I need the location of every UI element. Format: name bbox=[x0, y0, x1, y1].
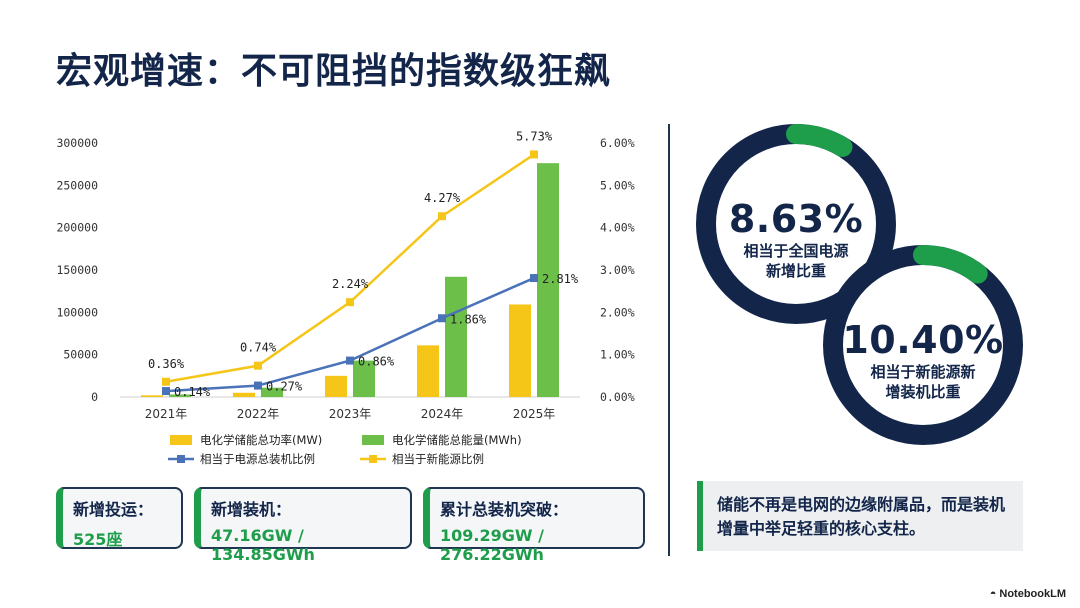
ring-progress bbox=[823, 245, 1023, 445]
ring-gauge bbox=[823, 245, 1023, 445]
stat-value: 525座 bbox=[73, 530, 123, 549]
ring-caption-line2: 增装机比重 bbox=[885, 383, 961, 401]
stat-value: 109.29GW / 276.22GWh bbox=[440, 526, 544, 564]
bar-power bbox=[417, 345, 439, 397]
legend-marker bbox=[369, 455, 377, 463]
series-marker bbox=[254, 381, 262, 390]
bar-power bbox=[233, 392, 255, 397]
stat-card-new-capacity: 新增装机： 47.16GW / 134.85GWh bbox=[194, 487, 412, 564]
right-axis-tick-label: 0.00% bbox=[600, 390, 635, 404]
left-axis-tick-label: 0 bbox=[91, 390, 98, 404]
series-marker bbox=[254, 361, 262, 370]
chart-legend: 电化学储能总功率(MW) 电化学储能总能量(MWh) 相当于电源总装机比例 相当于新能… bbox=[168, 433, 522, 466]
x-axis-category-label: 2022年 bbox=[237, 407, 280, 421]
left-axis-tick-label: 100000 bbox=[56, 305, 98, 319]
legend-label: 电化学储能总能量(MWh) bbox=[392, 433, 522, 447]
bar-energy bbox=[537, 163, 559, 397]
chart-data-labels: 0.14% 0.27% 0.86% 1.86% 2.81% 0.36% 0.74% 2.24%… bbox=[148, 129, 579, 399]
ring-caption-line1: 相当于新能源新 bbox=[870, 363, 976, 381]
legend-label: 电化学储能总功率(MW) bbox=[200, 433, 322, 447]
right-axis-tick-label: 5.00% bbox=[600, 178, 635, 192]
ring-renewable-share: 10.40% 相当于新能源新 增装机比重 bbox=[822, 244, 1024, 446]
right-axis-tick-label: 6.00% bbox=[600, 136, 635, 150]
ring-percent: 10.40% bbox=[842, 318, 1004, 362]
chart-lines bbox=[162, 150, 538, 396]
left-axis-tick-label: 300000 bbox=[56, 136, 98, 150]
left-axis-tick-label: 150000 bbox=[56, 263, 98, 277]
series-marker bbox=[438, 212, 446, 221]
brand-watermark: ◓ NotebookLM bbox=[990, 588, 1066, 600]
data-label: 4.27% bbox=[424, 191, 461, 205]
data-label: 2.81% bbox=[542, 272, 579, 286]
left-axis-tick-label: 50000 bbox=[63, 348, 98, 362]
data-label: 2.24% bbox=[332, 277, 369, 291]
bar-energy bbox=[261, 387, 283, 397]
series-marker bbox=[162, 387, 170, 396]
series-marker bbox=[530, 150, 538, 159]
ring-progress bbox=[696, 124, 896, 324]
series-marker bbox=[346, 298, 354, 307]
vertical-divider bbox=[668, 124, 670, 556]
chart-axes: 0 50000 100000 150000 200000 250000 300000 0.00… bbox=[56, 136, 634, 421]
bar-energy bbox=[353, 360, 375, 397]
bar-power bbox=[509, 304, 531, 397]
x-axis-category-label: 2025年 bbox=[513, 407, 556, 421]
series-line-grid-ratio bbox=[165, 276, 535, 393]
stat-label: 新增装机： bbox=[211, 500, 292, 519]
stat-label: 新增投运： bbox=[73, 500, 154, 519]
legend-swatch bbox=[170, 435, 192, 445]
series-marker bbox=[162, 377, 170, 386]
legend-label: 相当于新能源比例 bbox=[392, 452, 484, 466]
right-axis-tick-label: 3.00% bbox=[600, 263, 635, 277]
left-axis-tick-label: 200000 bbox=[56, 221, 98, 235]
data-label: 0.14% bbox=[174, 385, 211, 399]
callout-note: 储能不再是电网的边缘附属品，而是装机增量中举足轻重的核心支柱。 bbox=[697, 481, 1023, 551]
stat-value: 47.16GW / 134.85GWh bbox=[211, 526, 315, 564]
x-axis-category-label: 2021年 bbox=[145, 407, 188, 421]
legend-marker bbox=[177, 455, 185, 463]
series-marker bbox=[530, 274, 538, 283]
left-axis-tick-label: 250000 bbox=[56, 178, 98, 192]
notebooklm-logo-icon: ◓ bbox=[989, 588, 997, 600]
stat-label: 累计总装机突破： bbox=[440, 500, 569, 519]
data-label: 0.86% bbox=[358, 355, 395, 369]
legend-swatch bbox=[362, 435, 384, 445]
legend-label: 相当于电源总装机比例 bbox=[200, 452, 315, 466]
bar-energy bbox=[445, 276, 467, 397]
bar-power bbox=[141, 395, 163, 397]
page-title: 宏观增速：不可阻挡的指数级狂飙 bbox=[56, 51, 612, 92]
chart-bars bbox=[141, 163, 559, 397]
bar-energy bbox=[169, 394, 191, 397]
right-axis-tick-label: 4.00% bbox=[600, 221, 635, 235]
data-label: 0.27% bbox=[266, 380, 303, 394]
bar-power bbox=[325, 375, 347, 397]
ring-grid-share: 8.63% 相当于全国电源 新增比重 bbox=[695, 123, 897, 325]
stat-card-cumulative: 累计总装机突破： 109.29GW / 276.22GWh bbox=[423, 487, 645, 564]
data-label: 0.74% bbox=[240, 341, 277, 355]
brand-name: NotebookLM bbox=[999, 588, 1066, 600]
ring-caption-line1: 相当于全国电源 bbox=[743, 242, 849, 260]
x-axis-category-label: 2024年 bbox=[421, 407, 464, 421]
ring-gauge bbox=[696, 124, 896, 324]
right-axis-tick-label: 1.00% bbox=[600, 348, 635, 362]
ring-caption-line2: 新增比重 bbox=[765, 262, 826, 280]
data-label: 5.73% bbox=[516, 129, 553, 143]
data-label: 0.36% bbox=[148, 357, 185, 371]
stat-card-new-stations: 新增投运： 525座 bbox=[56, 487, 183, 549]
ring-percent: 8.63% bbox=[728, 197, 864, 241]
x-axis-category-label: 2023年 bbox=[329, 407, 372, 421]
right-axis-tick-label: 2.00% bbox=[600, 305, 635, 319]
series-line-renewable-ratio bbox=[165, 153, 535, 383]
series-marker bbox=[346, 356, 354, 365]
series-marker bbox=[438, 314, 446, 323]
data-label: 1.86% bbox=[450, 312, 487, 326]
